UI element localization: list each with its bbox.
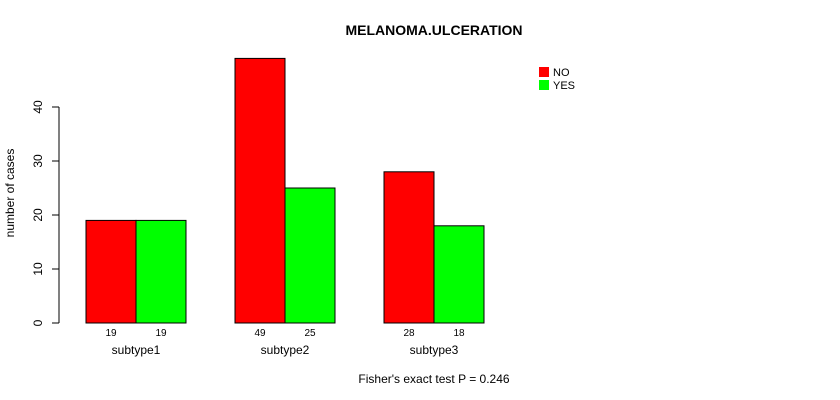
y-tick-label: 0 (31, 319, 45, 326)
chart-title: MELANOMA.ULCERATION (345, 22, 522, 38)
y-tick-label: 30 (31, 154, 45, 168)
legend-label-no: NO (553, 67, 570, 79)
bar-count-yes-subtype2: 25 (304, 328, 316, 339)
bar-no-subtype1 (85, 219, 137, 324)
y-tick-label: 20 (31, 208, 45, 222)
x-axis-category-labels: subtype1 subtype2 subtype3 (112, 343, 459, 357)
y-tick-label: 40 (31, 100, 45, 114)
bar-yes-subtype1 (135, 219, 187, 324)
x-category-label: subtype1 (112, 343, 161, 357)
y-axis: 0 10 20 30 40 (31, 100, 60, 326)
bar-counts-group: 19 19 49 25 28 18 (105, 328, 465, 339)
bar-count-no-subtype3: 28 (403, 328, 415, 339)
fisher-test-footnote: Fisher's exact test P = 0.246 (358, 372, 509, 386)
x-category-label: subtype2 (261, 343, 310, 357)
y-tick-label: 10 (31, 262, 45, 276)
bars-group (85, 57, 485, 324)
bar-count-yes-subtype1: 19 (155, 328, 167, 339)
y-axis-label: number of cases (3, 149, 17, 238)
bar-no-subtype2 (234, 57, 286, 324)
legend-label-yes: YES (553, 80, 575, 92)
bar-count-yes-subtype3: 18 (453, 328, 465, 339)
bar-yes-subtype3 (433, 225, 485, 324)
bar-count-no-subtype1: 19 (105, 328, 117, 339)
bar-count-no-subtype2: 49 (254, 328, 266, 339)
legend-swatch-yes (539, 80, 549, 90)
x-category-label: subtype3 (410, 343, 459, 357)
bar-no-subtype3 (383, 171, 435, 324)
legend-swatch-no (539, 67, 549, 77)
bar-yes-subtype2 (284, 187, 336, 324)
